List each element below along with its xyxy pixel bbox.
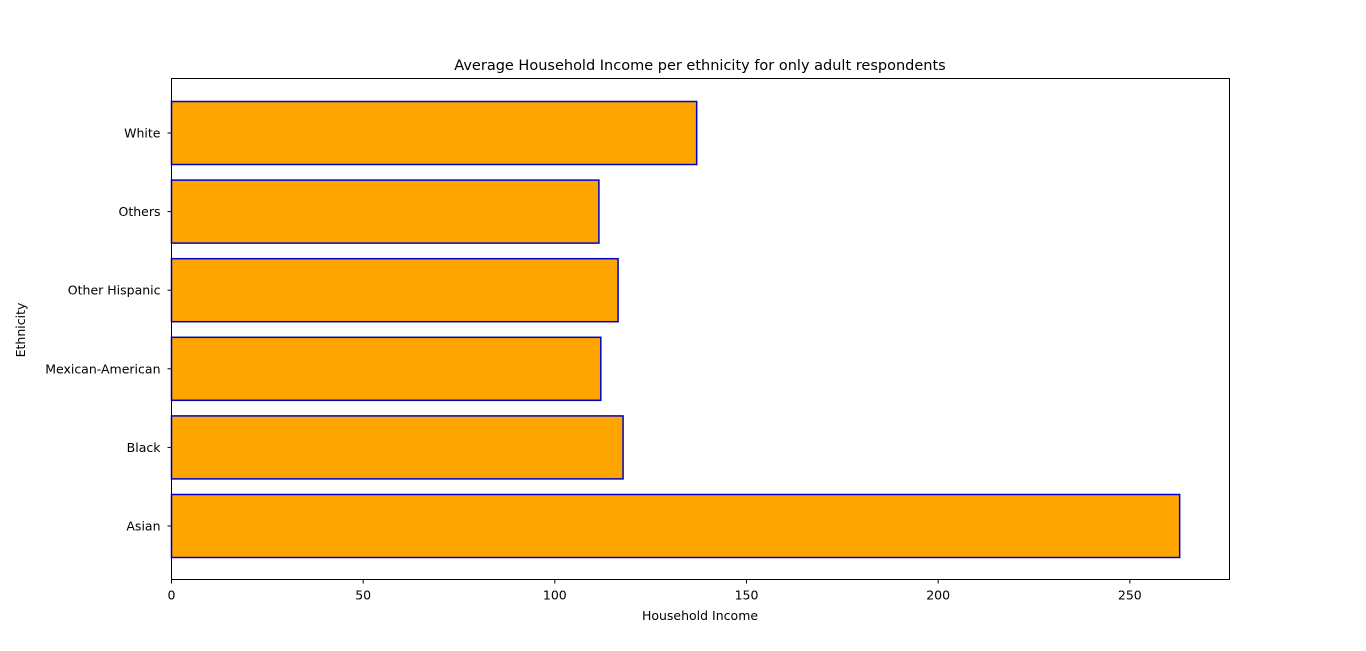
x-tick-label: 100 — [543, 588, 567, 603]
y-tick-label: White — [124, 126, 161, 141]
bar-asian — [170, 493, 1181, 559]
bar-white — [170, 100, 698, 166]
bar-mexican-american — [170, 336, 602, 402]
bars-layer — [170, 100, 1181, 559]
x-axis-label: Household Income — [642, 608, 758, 623]
x-axis-ticks: 0 50 100 150 200 250 — [168, 579, 1142, 603]
y-axis-label: Ethnicity — [13, 302, 28, 357]
x-tick-label: 200 — [926, 588, 950, 603]
bar-other-hispanic — [170, 257, 619, 323]
y-axis-ticks: Asian Black Mexican-American Other Hispanic… — [45, 126, 172, 534]
bar-black — [170, 415, 624, 480]
x-tick-label: 150 — [735, 588, 759, 603]
x-tick-label: 0 — [168, 588, 176, 603]
x-tick-label: 50 — [355, 588, 371, 603]
y-tick-label: Black — [127, 440, 162, 455]
x-tick-label: 250 — [1118, 588, 1142, 603]
chart-title: Average Household Income per ethnicity f… — [454, 58, 945, 74]
plot-frame — [171, 78, 1230, 580]
y-tick-label: Asian — [126, 519, 160, 534]
bar-others — [170, 179, 600, 244]
y-tick-label: Other Hispanic — [68, 283, 161, 298]
y-tick-label: Mexican-American — [45, 361, 160, 376]
y-tick-label: Others — [118, 204, 160, 219]
